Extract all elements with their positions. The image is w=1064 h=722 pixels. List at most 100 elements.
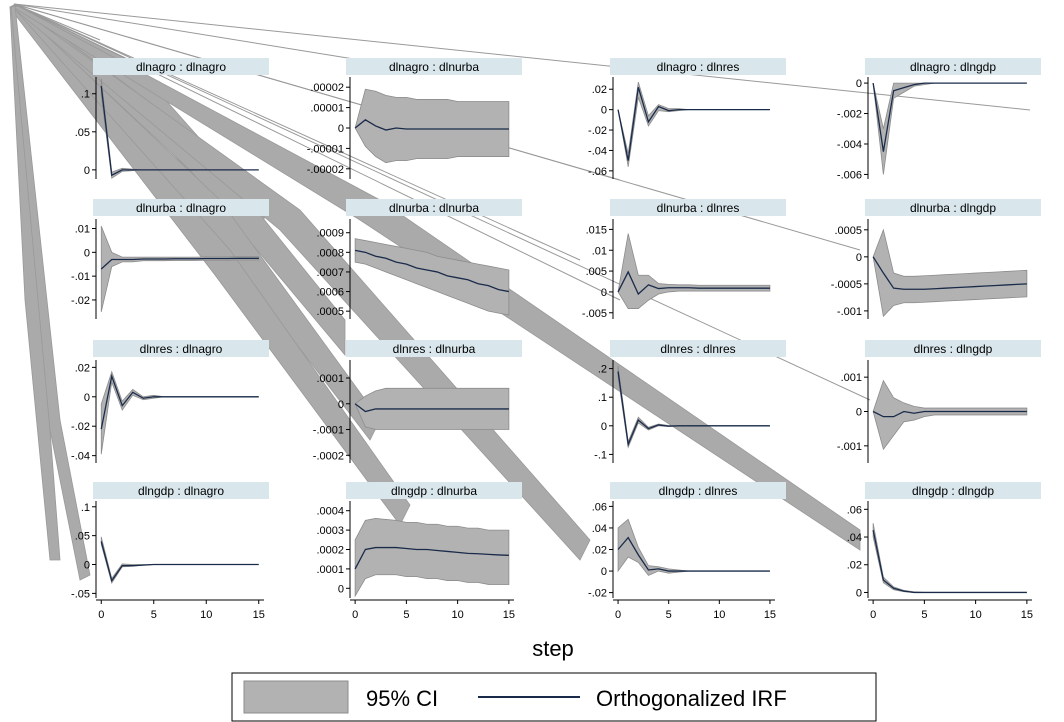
y-tick-label: 0: [84, 560, 90, 572]
x-tick-label: 15: [764, 609, 776, 621]
panel-grid: dlnagro : dlnagro 0 .05 .1 dlnagro : dlnurba…: [71, 58, 1041, 621]
x-tick-label: 15: [1021, 609, 1033, 621]
irf-line: [872, 82, 1027, 152]
y-tick-label: -.01: [71, 271, 90, 283]
panel-title: dlnagro : dlngdp: [910, 60, 996, 74]
artifact-line: [13, 3, 581, 261]
panel-dlnurba-dlnurba: dlnurba : dlnurba .0005 .0006 .0007 .0008 .00…: [316, 199, 522, 319]
panel-dlnurba-dlnagro: dlnurba : dlnagro -.02 -.01 0 .01: [71, 199, 269, 319]
panel-title-strip: [865, 340, 1041, 357]
panel-dlnagro-dlnurba: dlnagro : dlnurba -.00002 -.00001 0 .00001 .0…: [307, 58, 522, 179]
y-tick-label: .0008: [316, 247, 344, 259]
panel-title: dlngdp : dlngdp: [912, 484, 994, 498]
panel-title-strip: [610, 482, 786, 499]
y-tick-label: .0002: [316, 545, 344, 557]
y-tick-label: .02: [847, 560, 862, 572]
irf-line: [100, 86, 259, 177]
panel-title: dlnurba : dlnurba: [389, 201, 479, 215]
y-tick-label: -.0005: [831, 279, 862, 291]
y-tick-label: 0: [601, 105, 607, 117]
irf-line: [617, 371, 770, 447]
panel-title: dlngdp : dlnagro: [138, 484, 224, 498]
y-tick-label: -.02: [588, 125, 607, 137]
x-tick-label: 0: [98, 609, 104, 621]
x-tick-label: 10: [452, 609, 464, 621]
panel-title-strip: [610, 340, 786, 357]
panel-dlngdp-dlnagro: dlngdp : dlnagro -.05 0 .05 .1 0 5 10 15: [71, 482, 269, 621]
y-tick-label: -.001: [837, 441, 862, 453]
ci-band: [100, 225, 260, 312]
x-axis-label: step: [532, 636, 574, 661]
y-tick-label: 0: [338, 399, 344, 411]
irf-line: [100, 373, 259, 430]
panel-title-strip: [93, 482, 269, 499]
y-tick-label: -.02: [71, 421, 90, 433]
irf-line: [617, 536, 770, 572]
panel-title-strip: [610, 199, 786, 216]
y-tick-label: .02: [75, 362, 90, 374]
y-tick-label: .1: [81, 89, 90, 101]
panel-dlngdp-dlnres: dlngdp : dlnres -.02 0 .02 .04 .06 0 5 10 15: [588, 482, 786, 621]
artifact-line: [13, 3, 621, 181]
panel-title: dlngdp : dlnurba: [391, 484, 477, 498]
ci-band: [354, 518, 510, 598]
panel-title-strip: [865, 482, 1041, 499]
y-tick-label: -.0001: [313, 425, 344, 437]
panel-title-strip: [346, 199, 522, 216]
y-tick-label: 0: [338, 583, 344, 595]
y-tick-label: .005: [586, 266, 607, 278]
y-tick-label: .0004: [316, 506, 344, 518]
legend: 95% CI Orthogonalized IRF: [231, 672, 877, 722]
artifact-line: [13, 3, 101, 41]
y-tick-label: .0009: [316, 228, 344, 240]
y-tick-label: -.005: [582, 308, 607, 320]
y-tick-label: .0001: [316, 373, 344, 385]
x-tick-label: 10: [970, 609, 982, 621]
y-tick-label: .01: [75, 224, 90, 236]
panel-title-strip: [610, 58, 786, 75]
y-tick-label: .06: [592, 501, 607, 513]
x-tick-label: 0: [870, 609, 876, 621]
panel-title-strip: [346, 340, 522, 357]
x-tick-label: 5: [666, 609, 672, 621]
y-tick-label: -.002: [837, 109, 862, 121]
panel-dlnres-dlnurba: dlnres : dlnurba -.0002 -.0001 0 .0001: [313, 340, 522, 463]
ci-band: [617, 81, 770, 167]
panel-dlnagro-dlnres: dlnagro : dlnres -.06 -.04 -.02 0 .02: [588, 58, 786, 179]
x-tick-label: 15: [503, 609, 515, 621]
legend-label-ci: 95% CI: [366, 686, 438, 711]
panel-dlnurba-dlngdp: dlnurba : dlngdp -.001 -.0005 0 .0005: [831, 199, 1041, 319]
y-tick-label: .0005: [316, 306, 344, 318]
y-tick-label: .00002: [310, 82, 344, 94]
panel-dlnagro-dlnagro: dlnagro : dlnagro 0 .05 .1: [75, 58, 269, 179]
panel-title-strip: [346, 482, 522, 499]
y-tick-label: -.04: [71, 451, 90, 463]
artifact-line: [13, 3, 361, 61]
y-tick-label: .015: [586, 224, 607, 236]
irf-line: [872, 256, 1027, 290]
y-tick-label: -.001: [837, 306, 862, 318]
y-tick-label: -.05: [71, 588, 90, 600]
x-tick-label: 5: [403, 609, 409, 621]
panel-title: dlnurba : dlngdp: [910, 201, 996, 215]
irf-line: [872, 529, 1027, 594]
panel-dlngdp-dlnurba: dlngdp : dlnurba 0 .0001 .0002 .0003 .0004 0 5 1…: [316, 482, 522, 621]
artifact-strand: [10, 5, 91, 581]
y-tick-label: -.00001: [307, 143, 344, 155]
panel-title: dlnagro : dlnres: [657, 60, 740, 74]
legend-swatch-ci: [243, 680, 349, 714]
panel-title: dlnres : dlnagro: [140, 342, 223, 356]
x-tick-label: 0: [615, 609, 621, 621]
irf-line: [617, 270, 770, 296]
y-tick-label: .04: [592, 523, 607, 535]
y-tick-label: .0005: [834, 225, 862, 237]
y-tick-label: -.004: [837, 139, 862, 151]
panel-dlnres-dlngdp: dlnres : dlngdp -.001 0 .001: [837, 340, 1041, 463]
panel-title-strip: [93, 340, 269, 357]
x-tick-label: 0: [352, 609, 358, 621]
y-tick-label: .06: [847, 504, 862, 516]
y-tick-label: .01: [592, 245, 607, 257]
y-tick-label: 0: [601, 287, 607, 299]
y-tick-label: .0001: [316, 564, 344, 576]
